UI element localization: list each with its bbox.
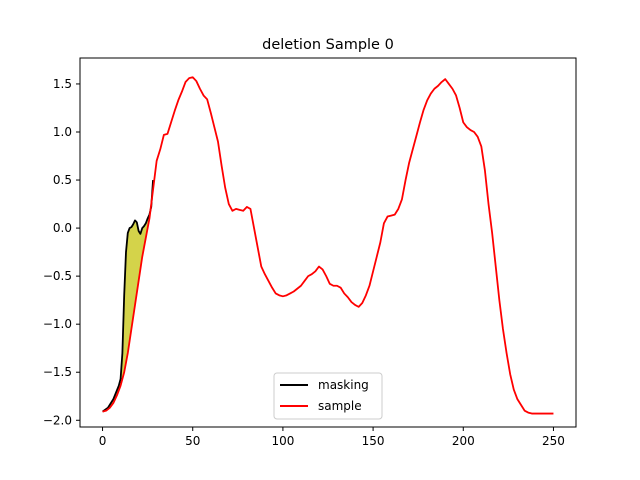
masked-region-fill — [102, 180, 154, 412]
y-axis: −2.0 −1.5 −1.0 −0.5 0.0 0.5 1.0 1.5 — [43, 77, 80, 427]
y-tick-label: 1.5 — [53, 77, 72, 91]
x-tick-label: 0 — [99, 434, 107, 448]
series-line-sample — [102, 76, 554, 415]
legend-label-masking: masking — [318, 378, 369, 392]
x-tick-label: 250 — [542, 434, 565, 448]
y-tick-label: −2.0 — [43, 413, 72, 427]
plot-frame — [79, 57, 577, 428]
x-tick-label: 50 — [185, 434, 200, 448]
y-tick-label: −0.5 — [43, 269, 72, 283]
y-tick-label: −1.0 — [43, 317, 72, 331]
chart-title: deletion Sample 0 — [262, 37, 394, 53]
series-line-masking — [102, 179, 154, 413]
y-tick-label: −1.5 — [43, 365, 72, 379]
y-tick-label: 1.0 — [53, 125, 72, 139]
x-tick-label: 100 — [271, 434, 294, 448]
y-tick-label: 0.5 — [53, 173, 72, 187]
y-tick-label: 0.0 — [53, 221, 72, 235]
legend: masking sample — [273, 372, 383, 420]
x-axis: 0 50 100 150 200 250 — [99, 427, 565, 448]
x-tick-label: 200 — [452, 434, 475, 448]
plot-layer — [102, 76, 554, 415]
legend-label-sample: sample — [318, 399, 362, 413]
x-tick-label: 150 — [362, 434, 385, 448]
